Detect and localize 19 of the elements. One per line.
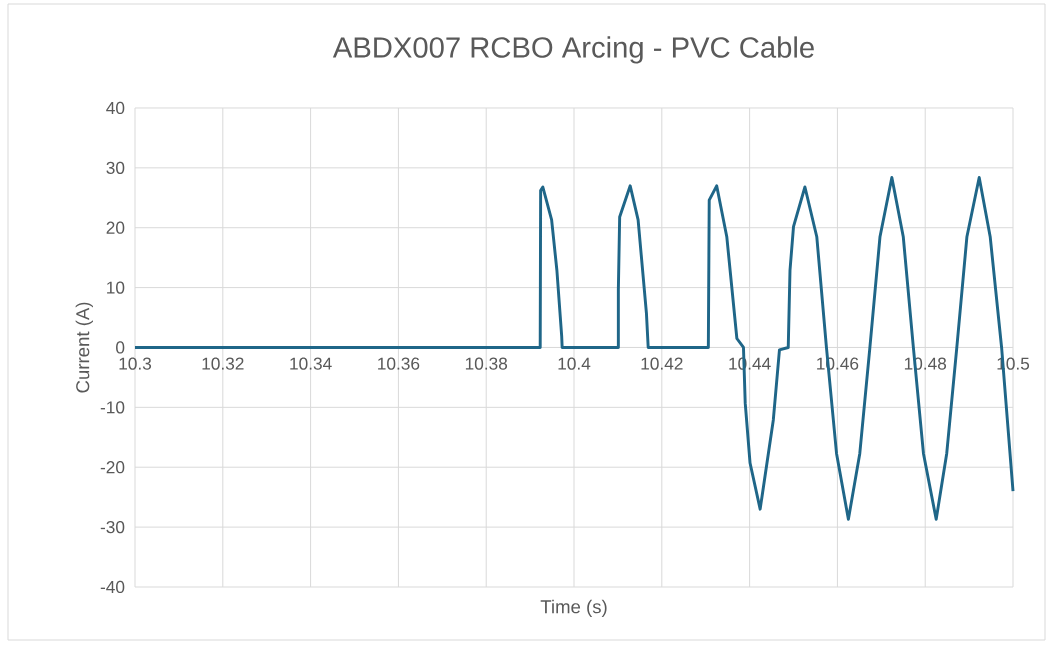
x-tick-label: 10.38 — [465, 357, 508, 370]
chart-title: ABDX007 RCBO Arcing - PVC Cable — [332, 36, 814, 64]
x-tick-label: 10.32 — [202, 357, 244, 370]
x-tick-label: 10.4 — [558, 357, 591, 370]
y-tick-label: -30 — [100, 520, 125, 534]
y-tick-label: 40 — [106, 101, 125, 115]
y-tick-label: 20 — [106, 221, 125, 234]
y-tick-label: -20 — [100, 461, 125, 474]
x-axis-title: Time (s) — [540, 599, 607, 618]
x-tick-label: 10.42 — [641, 357, 683, 370]
y-tick-label: 10 — [107, 281, 125, 294]
x-tick-label: 10.34 — [290, 357, 332, 370]
y-tick-label: 30 — [106, 161, 125, 174]
y-tick-label: 0 — [116, 341, 125, 354]
x-tick-label: 10.3 — [119, 357, 152, 370]
y-tick-label: -40 — [100, 580, 125, 594]
y-axis-title: Current (A) — [75, 302, 93, 393]
x-tick-label: 10.36 — [378, 357, 420, 370]
y-tick-label: -10 — [100, 401, 125, 414]
